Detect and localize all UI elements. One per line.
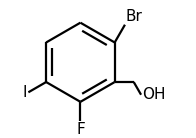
Text: I: I — [23, 85, 27, 100]
Text: OH: OH — [142, 87, 166, 102]
Text: F: F — [76, 122, 85, 137]
Text: Br: Br — [126, 9, 142, 24]
